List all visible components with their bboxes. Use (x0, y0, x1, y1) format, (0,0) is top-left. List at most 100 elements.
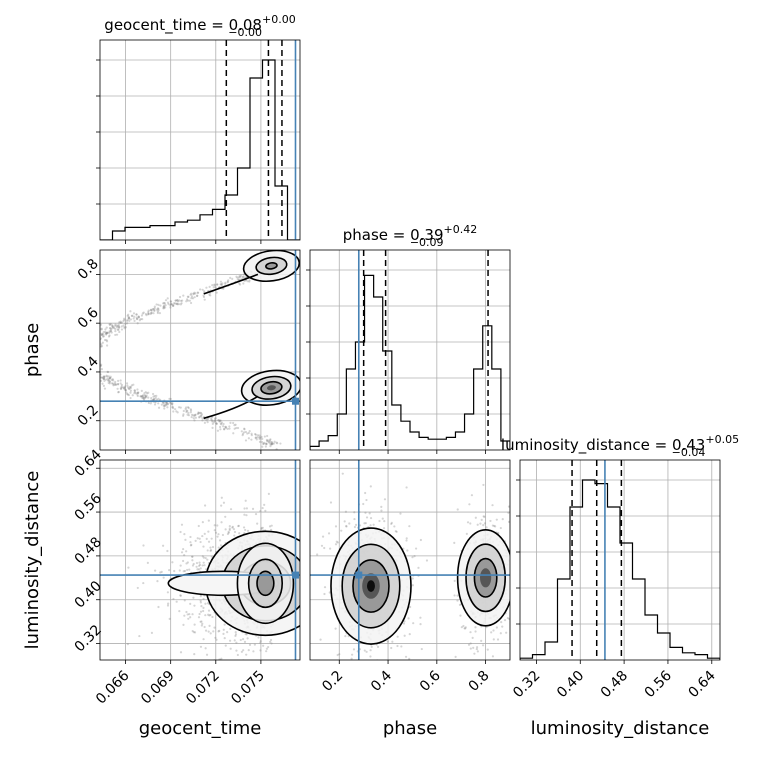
sample-point (106, 377, 109, 381)
sample-point (106, 375, 109, 378)
sample-point (462, 624, 465, 628)
sample-point (92, 337, 94, 339)
sample-point (126, 642, 129, 646)
sample-point (349, 689, 351, 691)
contour-level (366, 580, 375, 592)
sample-point (90, 343, 92, 345)
sample-point (207, 530, 210, 533)
sample-point (220, 504, 223, 507)
sample-point (393, 525, 396, 528)
sample-point (137, 316, 141, 319)
sample-point (353, 525, 357, 529)
sample-point (271, 442, 274, 445)
sample-point (241, 276, 245, 279)
sample-point (209, 549, 212, 552)
sample-point (220, 423, 223, 426)
sample-point (260, 435, 263, 439)
sample-point (338, 653, 341, 656)
sample-point (109, 329, 113, 333)
sample-point (109, 330, 112, 333)
sample-point (220, 283, 223, 286)
sample-point (244, 439, 248, 442)
sample-point (217, 533, 220, 536)
sample-point (108, 323, 112, 326)
sample-point (202, 606, 205, 609)
sample-point (364, 511, 367, 514)
sample-point (480, 518, 483, 521)
sample-point (453, 541, 456, 544)
sample-point (486, 648, 489, 651)
sample-point (256, 436, 259, 439)
sample-point (211, 420, 214, 423)
sample-point (243, 276, 246, 279)
sample-point (184, 538, 187, 541)
sample-point (123, 327, 126, 330)
sample-point (89, 345, 91, 347)
sample-point (265, 438, 268, 442)
sample-point (112, 384, 115, 387)
sample-point (475, 647, 478, 651)
sample-point (229, 421, 232, 425)
sample-point (243, 428, 246, 431)
sample-point (235, 641, 238, 644)
sample-point (458, 603, 462, 606)
sample-point (100, 332, 104, 335)
sample-point (133, 389, 137, 392)
sample-point (252, 650, 255, 653)
axes-frame (99, 249, 301, 451)
sample-point (141, 312, 144, 315)
sample-point (151, 392, 155, 396)
sample-point (126, 384, 129, 387)
sample-point (190, 413, 194, 416)
sample-point (123, 325, 126, 329)
sample-point (116, 328, 119, 331)
sample-point (77, 349, 79, 351)
sample-point (171, 405, 174, 408)
sample-point (266, 434, 269, 438)
sample-point (209, 632, 212, 635)
sample-point (172, 597, 175, 601)
sample-point (186, 568, 189, 572)
sample-point (107, 375, 110, 378)
sample-point (111, 382, 115, 385)
sample-point (206, 420, 209, 424)
sample-point (364, 491, 367, 495)
sample-point (171, 561, 174, 564)
sample-point (209, 294, 212, 297)
sample-point (96, 335, 98, 337)
sample-point (343, 520, 346, 523)
sample-point (187, 414, 191, 417)
sample-point (381, 517, 384, 520)
sample-point (179, 594, 182, 597)
x-tick-label: 0.072 (183, 668, 223, 708)
sample-point (166, 403, 169, 406)
sample-point (166, 604, 170, 607)
sample-point (197, 616, 201, 619)
sample-point (147, 310, 150, 314)
sample-point (363, 649, 366, 652)
sample-point (369, 524, 372, 527)
sample-point (109, 322, 112, 326)
sample-point (515, 607, 517, 609)
sample-point (192, 596, 195, 599)
sample-point (254, 433, 257, 436)
x-tick-label: 0.069 (138, 668, 178, 708)
sample-point (214, 417, 217, 420)
sample-point (138, 319, 141, 322)
sample-point (189, 544, 193, 547)
sample-point (237, 278, 240, 281)
sample-point (109, 375, 112, 378)
sample-point (195, 294, 199, 298)
axes-frame (99, 39, 301, 241)
sample-point (200, 624, 203, 627)
sample-point (103, 338, 107, 342)
sample-point (100, 344, 103, 347)
sample-point (191, 564, 195, 567)
sample-point (183, 599, 186, 602)
sample-point (265, 443, 268, 446)
sample-point (174, 299, 177, 302)
sample-point (503, 618, 507, 622)
sample-point (220, 421, 223, 424)
sample-point (0, 262, 1, 264)
sample-point (164, 299, 168, 302)
